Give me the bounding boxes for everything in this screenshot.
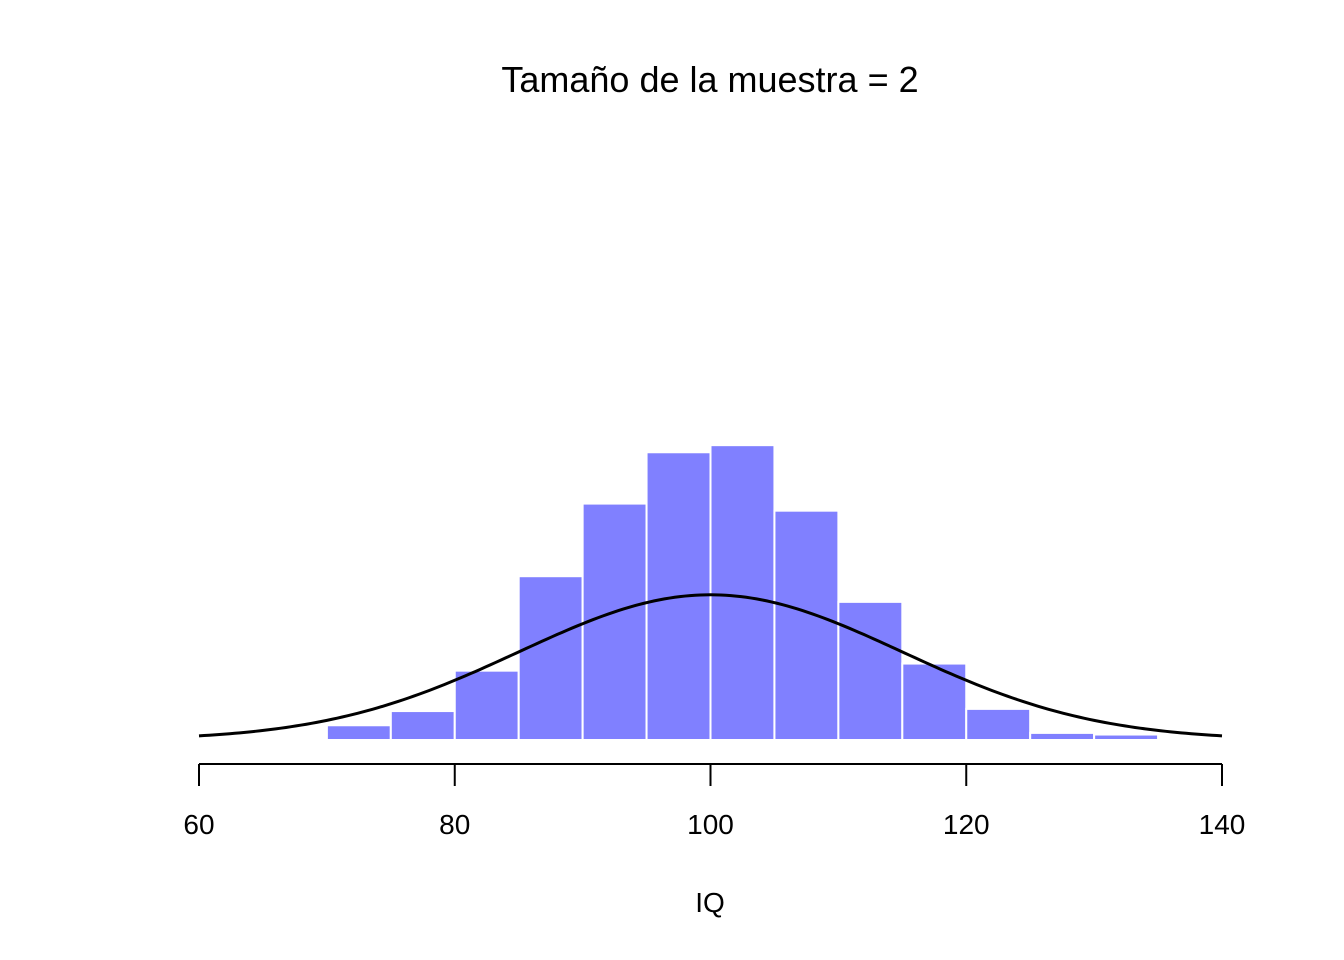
chart-title: Tamaño de la muestra = 2 bbox=[501, 59, 918, 100]
x-tick-label: 80 bbox=[439, 809, 470, 840]
histogram-bar bbox=[517, 575, 584, 742]
histogram-bar bbox=[581, 502, 648, 741]
x-axis-title: IQ bbox=[695, 887, 725, 918]
x-tick-label: 120 bbox=[943, 809, 990, 840]
histogram-bar bbox=[1093, 733, 1160, 741]
x-axis: 60 80 100 120 140 bbox=[183, 763, 1245, 840]
histogram-bar bbox=[389, 710, 456, 741]
x-tick-label: 100 bbox=[687, 809, 734, 840]
histogram-bar bbox=[965, 707, 1032, 742]
normal-density-curve bbox=[198, 593, 1223, 738]
histogram-bar bbox=[1029, 731, 1096, 742]
histogram-bar bbox=[709, 444, 776, 741]
histogram-bar bbox=[837, 600, 904, 741]
histogram-bar bbox=[453, 669, 520, 741]
x-tick-label: 60 bbox=[183, 809, 214, 840]
histogram-bar bbox=[325, 724, 392, 742]
histogram-bar bbox=[198, 737, 264, 741]
x-axis-ticks: 60 80 100 120 140 bbox=[183, 764, 1245, 840]
x-tick-label: 140 bbox=[1199, 809, 1246, 840]
histogram-bars bbox=[198, 444, 1160, 742]
histogram-bar bbox=[773, 509, 840, 741]
